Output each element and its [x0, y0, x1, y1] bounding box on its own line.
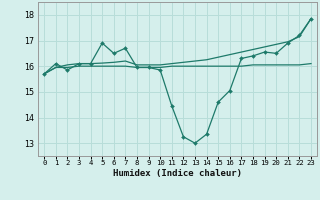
X-axis label: Humidex (Indice chaleur): Humidex (Indice chaleur) — [113, 169, 242, 178]
